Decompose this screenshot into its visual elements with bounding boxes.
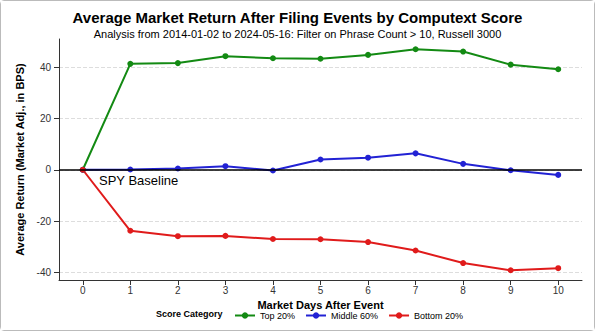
svg-text:-20: -20 bbox=[37, 216, 52, 227]
svg-text:-40: -40 bbox=[37, 267, 52, 278]
svg-text:40: 40 bbox=[40, 62, 52, 73]
svg-text:20: 20 bbox=[40, 113, 52, 124]
svg-text:Bottom 20%: Bottom 20% bbox=[414, 311, 463, 321]
svg-text:Average Market Return After Fi: Average Market Return After Filing Event… bbox=[73, 9, 523, 26]
svg-text:Analysis from 2014-01-02 to 20: Analysis from 2014-01-02 to 2024-05-16: … bbox=[94, 28, 502, 40]
svg-text:Middle 60%: Middle 60% bbox=[331, 311, 378, 321]
svg-text:3: 3 bbox=[223, 285, 229, 296]
svg-text:9: 9 bbox=[508, 285, 514, 296]
svg-text:6: 6 bbox=[365, 285, 371, 296]
svg-text:8: 8 bbox=[460, 285, 466, 296]
svg-text:Average Return (Market Adj., i: Average Return (Market Adj., in BPS) bbox=[14, 63, 26, 256]
svg-text:0: 0 bbox=[45, 164, 51, 175]
svg-text:1: 1 bbox=[128, 285, 134, 296]
svg-text:0: 0 bbox=[80, 285, 86, 296]
svg-text:2: 2 bbox=[175, 285, 181, 296]
svg-text:Score Category: Score Category bbox=[156, 309, 223, 319]
svg-text:Top 20%: Top 20% bbox=[260, 311, 295, 321]
svg-text:SPY Baseline: SPY Baseline bbox=[99, 173, 178, 188]
svg-text:10: 10 bbox=[553, 285, 565, 296]
svg-text:Market Days After Event: Market Days After Event bbox=[257, 299, 384, 312]
svg-text:5: 5 bbox=[318, 285, 324, 296]
svg-text:4: 4 bbox=[270, 285, 276, 296]
svg-text:7: 7 bbox=[413, 285, 419, 296]
